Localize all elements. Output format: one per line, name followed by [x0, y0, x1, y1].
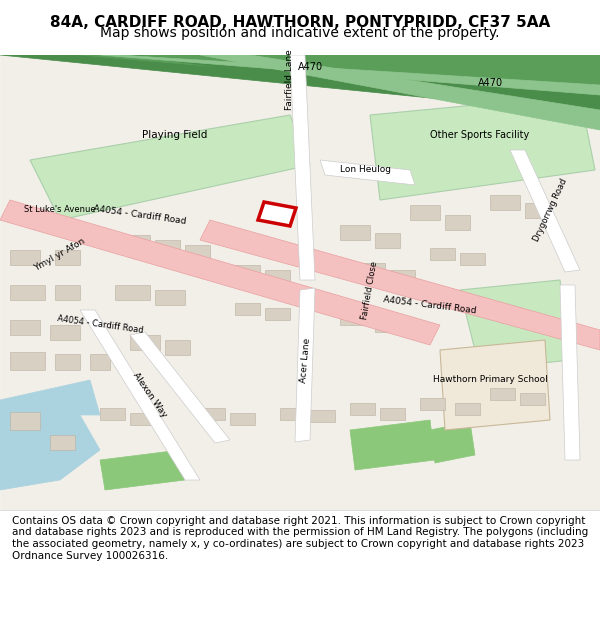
- Text: Map shows position and indicative extent of the property.: Map shows position and indicative extent…: [100, 26, 500, 39]
- Bar: [520, 393, 545, 405]
- Bar: [50, 325, 80, 340]
- Bar: [340, 310, 370, 325]
- Text: Contains OS data © Crown copyright and database right 2021. This information is : Contains OS data © Crown copyright and d…: [12, 516, 588, 561]
- Bar: [10, 352, 45, 370]
- Bar: [90, 354, 110, 370]
- Bar: [350, 403, 375, 415]
- Polygon shape: [290, 55, 315, 280]
- Polygon shape: [0, 415, 100, 490]
- Polygon shape: [80, 55, 600, 100]
- Polygon shape: [0, 380, 100, 430]
- Bar: [115, 285, 150, 300]
- Bar: [10, 250, 40, 265]
- Bar: [410, 205, 440, 220]
- Bar: [155, 240, 180, 255]
- Polygon shape: [30, 115, 310, 220]
- Bar: [50, 435, 75, 450]
- Bar: [100, 408, 125, 420]
- Polygon shape: [350, 420, 435, 470]
- Bar: [460, 253, 485, 265]
- Text: Drygorrwg Road: Drygorrwg Road: [532, 177, 569, 243]
- Text: Fairfield Lane: Fairfield Lane: [286, 49, 295, 111]
- Text: A4054 - Cardiff Road: A4054 - Cardiff Road: [56, 314, 143, 336]
- Bar: [235, 303, 260, 315]
- Text: Acer Lane: Acer Lane: [299, 337, 311, 383]
- Bar: [55, 354, 80, 370]
- Polygon shape: [0, 200, 440, 345]
- Polygon shape: [320, 160, 415, 185]
- Bar: [10, 320, 40, 335]
- Bar: [380, 408, 405, 420]
- Bar: [55, 285, 80, 300]
- Bar: [490, 195, 520, 210]
- Text: A4054 - Cardiff Road: A4054 - Cardiff Road: [93, 204, 187, 226]
- Text: Other Sports Facility: Other Sports Facility: [430, 130, 530, 140]
- Text: Playing Field: Playing Field: [142, 130, 208, 140]
- Text: A4054 - Cardiff Road: A4054 - Cardiff Road: [383, 295, 477, 315]
- Bar: [155, 290, 185, 305]
- Polygon shape: [258, 202, 296, 226]
- Polygon shape: [370, 95, 595, 200]
- Polygon shape: [295, 288, 315, 442]
- Polygon shape: [80, 310, 200, 480]
- Text: Lon Heulog: Lon Heulog: [340, 166, 391, 174]
- Text: A470: A470: [478, 78, 503, 88]
- Bar: [525, 203, 550, 218]
- Polygon shape: [200, 55, 600, 130]
- Bar: [280, 408, 305, 420]
- Bar: [10, 285, 45, 300]
- Polygon shape: [200, 220, 600, 350]
- Bar: [185, 245, 210, 260]
- Text: Alexon Way: Alexon Way: [131, 371, 169, 419]
- Bar: [310, 410, 335, 422]
- Text: St Luke's Avenue: St Luke's Avenue: [24, 206, 96, 214]
- Bar: [375, 317, 400, 332]
- Bar: [445, 215, 470, 230]
- Bar: [130, 413, 155, 425]
- Bar: [490, 388, 515, 400]
- Text: Hawthorn Primary School: Hawthorn Primary School: [433, 376, 547, 384]
- Bar: [265, 270, 290, 285]
- Bar: [265, 308, 290, 320]
- Bar: [375, 233, 400, 248]
- Bar: [165, 340, 190, 355]
- Polygon shape: [130, 332, 230, 443]
- Bar: [360, 263, 385, 275]
- Polygon shape: [460, 280, 570, 370]
- Bar: [340, 225, 370, 240]
- Bar: [10, 412, 40, 430]
- Polygon shape: [440, 340, 550, 430]
- Text: Ymyl yr Afon: Ymyl yr Afon: [33, 237, 87, 273]
- Polygon shape: [430, 422, 475, 463]
- Bar: [430, 248, 455, 260]
- Bar: [55, 250, 80, 265]
- Bar: [120, 235, 150, 250]
- Polygon shape: [100, 450, 185, 490]
- Polygon shape: [130, 55, 600, 120]
- Bar: [420, 398, 445, 410]
- Polygon shape: [560, 285, 580, 460]
- Text: A470: A470: [298, 62, 323, 72]
- Bar: [230, 413, 255, 425]
- Bar: [390, 270, 415, 282]
- Bar: [455, 403, 480, 415]
- Bar: [130, 335, 160, 350]
- Text: Fairfield Close: Fairfield Close: [361, 260, 380, 320]
- Polygon shape: [510, 150, 580, 272]
- Polygon shape: [0, 55, 600, 115]
- Bar: [230, 265, 260, 280]
- Bar: [200, 408, 225, 420]
- Polygon shape: [100, 55, 600, 95]
- Text: 84A, CARDIFF ROAD, HAWTHORN, PONTYPRIDD, CF37 5AA: 84A, CARDIFF ROAD, HAWTHORN, PONTYPRIDD,…: [50, 16, 550, 31]
